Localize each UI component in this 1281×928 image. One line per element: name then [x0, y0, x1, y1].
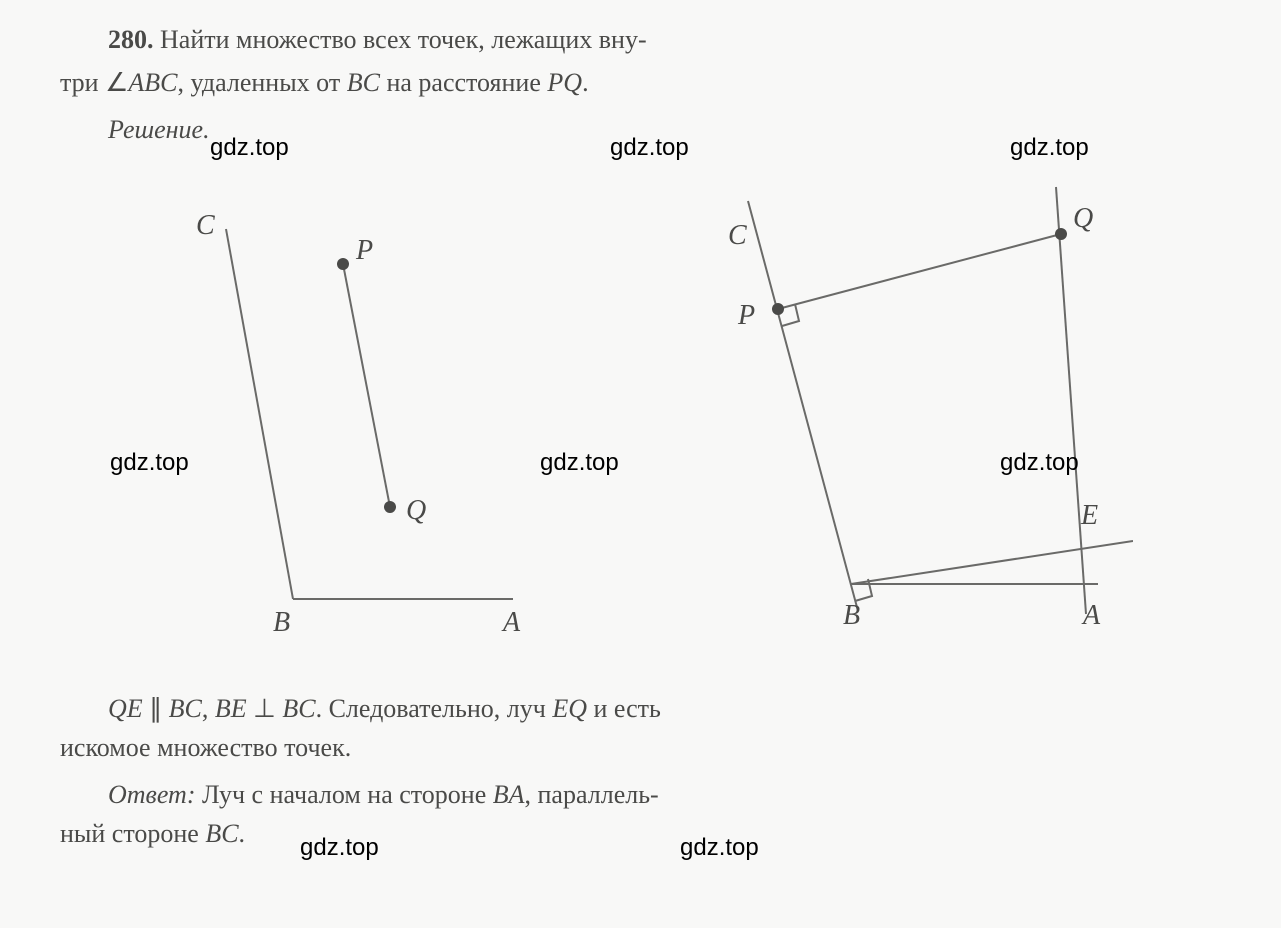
solution-line-1: QE ∥ BC, BE ⊥ BC. Следовательно, луч EQ … — [60, 689, 1221, 728]
segment-pq: PQ — [547, 68, 582, 97]
sol-text-5: . Следовательно, луч — [316, 694, 553, 723]
label-c: C — [196, 210, 215, 241]
watermark: gdz.top — [540, 445, 619, 481]
be: BE — [215, 694, 247, 723]
label-e: E — [1080, 500, 1098, 531]
label-b-2: B — [843, 600, 860, 631]
label-p: P — [355, 235, 373, 266]
watermark: gdz.top — [110, 445, 189, 481]
comma: , — [202, 694, 215, 723]
problem-number: 280. — [108, 25, 154, 54]
answer-line-1: Ответ: Луч с началом на стороне BA, пара… — [60, 775, 1221, 814]
ans-bc: BC — [205, 819, 238, 848]
label-c-2: C — [728, 220, 747, 251]
watermark: gdz.top — [680, 830, 759, 866]
perp-sym: ⊥ — [247, 694, 283, 723]
ans-text-1: Луч с началом на стороне — [195, 780, 492, 809]
problem-text-2d: . — [582, 68, 589, 97]
problem-line-2: три ∠ABC, удаленных от BC на расстояние … — [60, 63, 1221, 102]
parallel-sym: ∥ — [143, 694, 169, 723]
problem-text-1: Найти множество всех точек, лежащих вну- — [154, 25, 647, 54]
problem-statement: 280. Найти множество всех точек, лежащих… — [60, 20, 1221, 59]
point-p — [337, 258, 349, 270]
line-cb — [226, 229, 293, 599]
problem-text-2a: три ∠ — [60, 68, 128, 97]
watermark: gdz.top — [210, 130, 289, 166]
ans-text-2: , параллель- — [525, 780, 659, 809]
answer-line-2: ный стороне BC. — [60, 814, 1221, 853]
label-q-2: Q — [1073, 203, 1093, 234]
watermark: gdz.top — [1010, 130, 1089, 166]
angle-abc: ABC — [128, 68, 177, 97]
ans-line2-1: ный стороне — [60, 819, 205, 848]
diagram-left: C B A P Q — [148, 199, 528, 639]
point-q-2 — [1055, 228, 1067, 240]
answer-label: Ответ: — [108, 780, 195, 809]
diagrams-container: C B A P Q C P B A Q E — [60, 179, 1221, 659]
bc-1: BC — [169, 694, 202, 723]
line-bc-ext — [748, 201, 858, 611]
watermark: gdz.top — [1000, 445, 1079, 481]
solution-line-2: искомое множество точек. — [60, 728, 1221, 767]
label-a-2: A — [1081, 600, 1101, 631]
point-q — [384, 501, 396, 513]
line-be — [851, 541, 1133, 584]
line-pq-2 — [778, 234, 1061, 309]
label-p-2: P — [737, 300, 755, 331]
ans-ba: BA — [493, 780, 525, 809]
sol-text-7: и есть — [587, 694, 661, 723]
problem-text-2b: , удаленных от — [178, 68, 347, 97]
segment-bc: BC — [347, 68, 380, 97]
bc-2: BC — [282, 694, 315, 723]
point-p-2 — [772, 303, 784, 315]
watermark: gdz.top — [610, 130, 689, 166]
label-a: A — [501, 607, 521, 638]
problem-text-2c: на расстояние — [380, 68, 547, 97]
ans-line2-end: . — [239, 819, 246, 848]
watermark: gdz.top — [300, 830, 379, 866]
label-q: Q — [406, 495, 426, 526]
diagram-right: C P B A Q E — [703, 179, 1133, 659]
qe: QE — [108, 694, 143, 723]
line-pq — [343, 264, 390, 507]
label-b: B — [273, 607, 290, 638]
eq: EQ — [552, 694, 587, 723]
